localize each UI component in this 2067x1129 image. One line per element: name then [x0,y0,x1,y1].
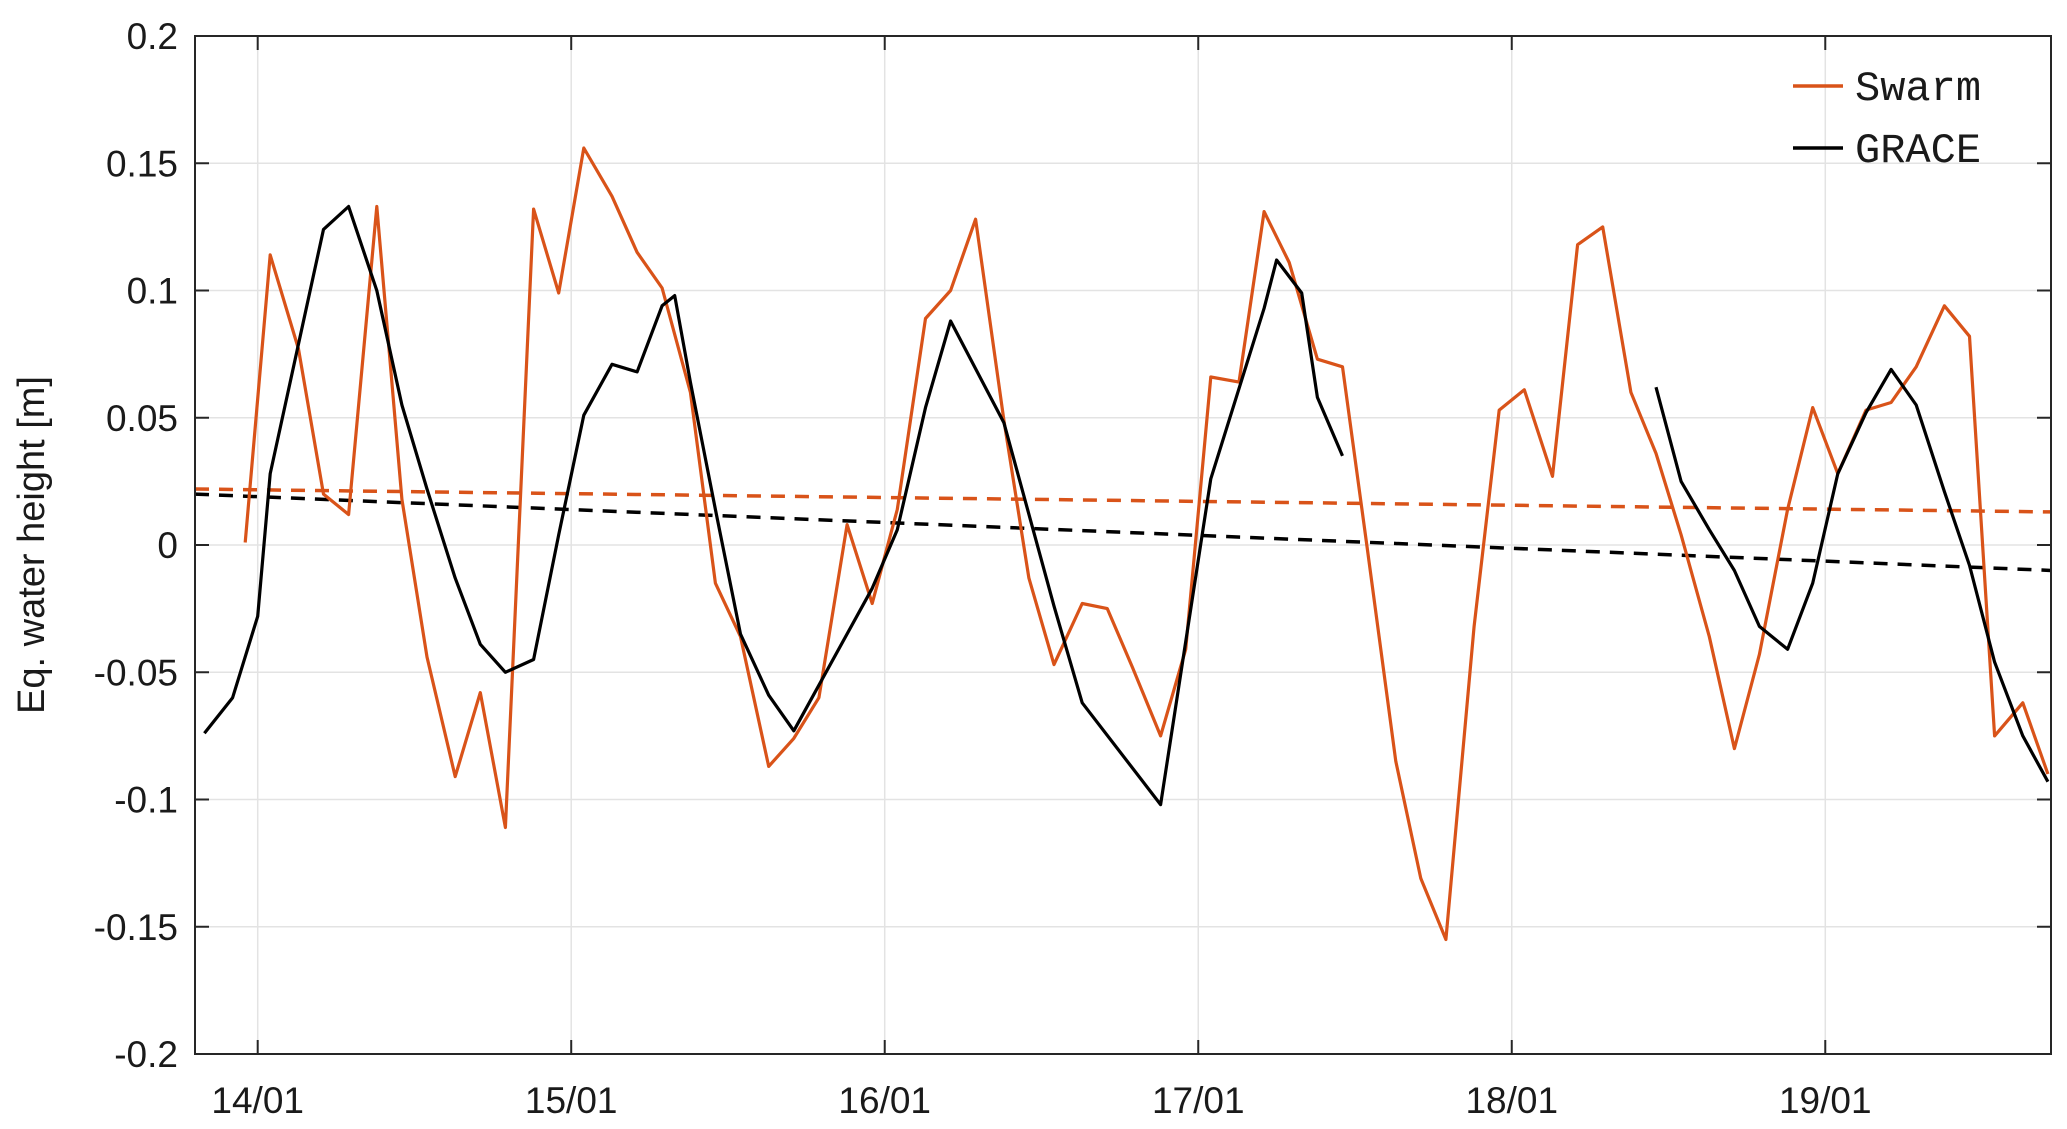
x-tick-label: 17/01 [1152,1080,1245,1121]
x-tick-label: 16/01 [838,1080,931,1121]
y-tick-label: 0 [157,525,178,566]
y-axis-label: Eq. water height [m] [11,376,53,714]
x-tick-label: 18/01 [1465,1080,1558,1121]
grace-series-line-2 [1654,367,2050,783]
grace-trend-line [194,492,2052,573]
y-tick-label: 0.2 [127,16,178,57]
x-tick-label: 14/01 [211,1080,304,1121]
legend-grace-label: GRACE [1855,127,1981,175]
y-tick-label: 0.05 [106,398,178,439]
legend-swarm-label: Swarm [1855,65,1981,113]
swarm-trend-line [194,487,2052,514]
trend-lines [194,487,2052,573]
y-tick-label: -0.2 [114,1034,178,1075]
y-tick-label: -0.15 [94,907,178,948]
grace-series-line-1 [203,204,1344,807]
y-tick-label: 0.1 [127,271,178,312]
legend: Swarm GRACE [1793,65,1981,175]
y-tick-label: -0.1 [114,780,178,821]
data-series [203,146,2050,942]
x-tick-label: 19/01 [1779,1080,1872,1121]
x-tick-label: 15/01 [525,1080,618,1121]
swarm-series-line-1 [243,146,2050,942]
axis-ticks: 14/01 15/01 16/01 17/01 18/01 19/01 0.2 0.15 0.1… [94,16,2051,1121]
y-tick-label: 0.15 [106,143,178,184]
y-tick-label: -0.05 [94,652,178,693]
